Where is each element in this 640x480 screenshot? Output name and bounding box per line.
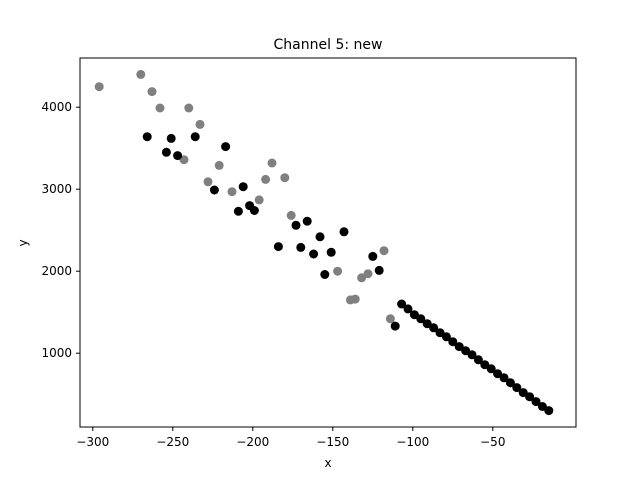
- data-point-s1-6: [209, 185, 219, 195]
- data-point-s1-43: [525, 392, 535, 402]
- x-tick-label: −100: [396, 435, 429, 449]
- data-point-s1-45: [537, 402, 547, 411]
- data-point-s0-9: [227, 187, 237, 197]
- data-point-s0-19: [363, 269, 373, 279]
- data-point-s0-7: [203, 177, 213, 187]
- x-axis-label: x: [324, 456, 331, 470]
- y-tick-label: 3000: [41, 182, 72, 196]
- data-point-s1-17: [320, 270, 330, 279]
- data-point-s1-40: [505, 378, 515, 388]
- x-tick-label: −300: [76, 435, 109, 449]
- data-point-s0-18: [357, 273, 367, 283]
- data-point-s0-17: [350, 294, 360, 304]
- data-point-s0-12: [267, 158, 277, 168]
- data-point-s1-19: [339, 227, 349, 237]
- data-point-s0-13: [280, 173, 290, 183]
- x-tick-label: −200: [236, 435, 269, 449]
- data-point-s1-18: [326, 247, 336, 257]
- x-axis: −300 −250 −200 −150 −100 −50: [76, 427, 505, 449]
- data-point-s1-13: [296, 242, 306, 252]
- data-point-s1-32: [454, 342, 464, 352]
- data-point-s1-10: [249, 206, 259, 215]
- data-point-s1-11: [273, 242, 283, 252]
- data-point-s0-10: [254, 195, 264, 205]
- x-tick-label: −250: [156, 435, 189, 449]
- data-point-s0-11: [261, 174, 271, 184]
- data-point-s1-30: [441, 332, 451, 342]
- data-point-s1-35: [473, 355, 483, 365]
- plot-points: [94, 69, 554, 416]
- data-point-s1-25: [409, 310, 419, 320]
- data-point-s1-37: [486, 364, 496, 374]
- data-point-s1-23: [397, 299, 407, 309]
- data-point-s1-42: [518, 388, 528, 398]
- data-point-s1-20: [368, 251, 378, 261]
- data-point-s1-41: [512, 383, 522, 393]
- data-point-s1-3: [173, 151, 183, 161]
- data-point-s1-44: [531, 397, 541, 407]
- data-point-s1-26: [416, 314, 426, 324]
- x-tick-label: −150: [316, 435, 349, 449]
- data-point-s1-12: [291, 220, 301, 230]
- data-point-s1-14: [302, 216, 312, 226]
- data-point-s1-7: [233, 206, 243, 216]
- data-point-s1-1: [161, 147, 171, 157]
- y-axis-label: y: [16, 239, 30, 246]
- data-point-s1-2: [166, 133, 176, 143]
- data-point-s0-6: [195, 119, 205, 129]
- data-point-s1-21: [374, 265, 384, 275]
- data-point-s1-27: [422, 319, 432, 329]
- data-point-s1-29: [435, 328, 445, 338]
- data-point-s1-4: [190, 132, 200, 142]
- data-point-s1-46: [544, 406, 554, 416]
- data-point-s1-5: [221, 142, 231, 152]
- data-point-s1-0: [142, 132, 152, 142]
- data-point-s0-8: [214, 160, 224, 170]
- y-tick-label: 4000: [41, 100, 72, 114]
- data-point-s1-31: [448, 337, 458, 347]
- data-point-s0-1: [136, 69, 146, 79]
- data-point-s0-3: [155, 103, 165, 113]
- data-point-s1-33: [461, 346, 471, 356]
- data-point-s1-28: [429, 323, 439, 333]
- data-point-s1-34: [467, 350, 477, 360]
- data-point-s0-14: [286, 210, 296, 220]
- y-tick-label: 2000: [41, 264, 72, 278]
- data-point-s1-24: [403, 304, 413, 314]
- data-point-s0-0: [94, 82, 104, 92]
- data-point-s1-38: [493, 369, 503, 379]
- data-point-s1-36: [480, 360, 490, 370]
- data-point-s0-21: [385, 314, 395, 324]
- data-point-s1-22: [390, 321, 400, 331]
- x-tick-label: −50: [480, 435, 505, 449]
- data-point-s1-15: [309, 249, 319, 259]
- data-point-s1-16: [315, 232, 325, 242]
- y-axis: 1000 2000 3000 4000: [41, 100, 80, 360]
- data-point-s0-20: [379, 246, 389, 256]
- data-point-s1-39: [499, 373, 509, 383]
- plot-area-frame: [79, 57, 577, 428]
- data-point-s0-15: [333, 266, 343, 276]
- chart-title: Channel 5: new: [274, 37, 383, 53]
- data-point-s0-4: [179, 155, 189, 165]
- data-point-s1-8: [238, 182, 248, 192]
- data-point-s0-5: [184, 103, 194, 113]
- data-point-s0-2: [147, 87, 157, 97]
- y-tick-label: 1000: [41, 346, 72, 360]
